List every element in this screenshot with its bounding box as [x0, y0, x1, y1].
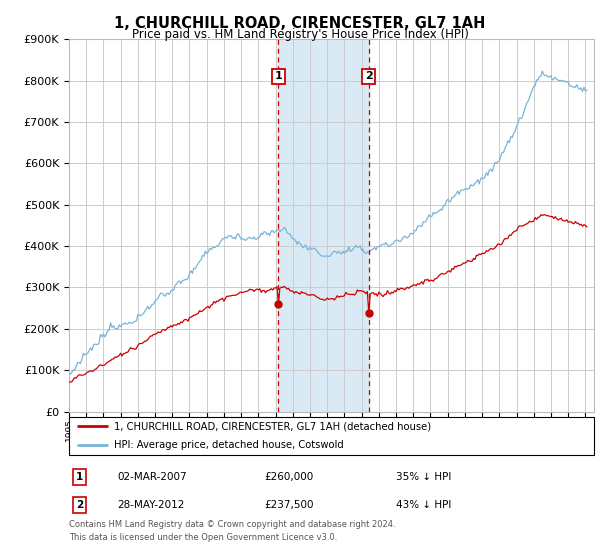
Text: 1: 1	[275, 72, 283, 81]
Text: 2: 2	[365, 72, 373, 81]
Text: £260,000: £260,000	[264, 472, 313, 482]
Text: HPI: Average price, detached house, Cotswold: HPI: Average price, detached house, Cots…	[113, 440, 343, 450]
Text: 2: 2	[76, 500, 83, 510]
Text: 1, CHURCHILL ROAD, CIRENCESTER, GL7 1AH: 1, CHURCHILL ROAD, CIRENCESTER, GL7 1AH	[115, 16, 485, 31]
Text: 1, CHURCHILL ROAD, CIRENCESTER, GL7 1AH (detached house): 1, CHURCHILL ROAD, CIRENCESTER, GL7 1AH …	[113, 421, 431, 431]
Text: This data is licensed under the Open Government Licence v3.0.: This data is licensed under the Open Gov…	[69, 533, 337, 542]
Text: 1: 1	[76, 472, 83, 482]
Text: 35% ↓ HPI: 35% ↓ HPI	[396, 472, 451, 482]
Text: Price paid vs. HM Land Registry's House Price Index (HPI): Price paid vs. HM Land Registry's House …	[131, 28, 469, 41]
Text: 43% ↓ HPI: 43% ↓ HPI	[396, 500, 451, 510]
Text: Contains HM Land Registry data © Crown copyright and database right 2024.: Contains HM Land Registry data © Crown c…	[69, 520, 395, 529]
Text: 28-MAY-2012: 28-MAY-2012	[117, 500, 184, 510]
Text: £237,500: £237,500	[264, 500, 314, 510]
Text: 02-MAR-2007: 02-MAR-2007	[117, 472, 187, 482]
FancyBboxPatch shape	[69, 417, 594, 455]
Bar	[278, 39, 368, 412]
